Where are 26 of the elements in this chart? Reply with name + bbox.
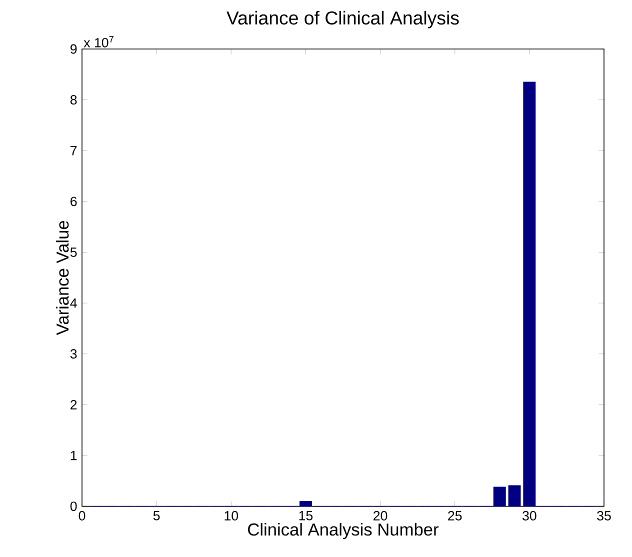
y-tick-label: 9 [70,44,77,54]
x-tick-label: 15 [299,511,313,520]
bar [523,82,536,507]
bar [299,500,312,507]
y-tick-label: 4 [70,298,77,308]
x-tick-label: 5 [153,511,160,520]
y-tick-label: 3 [70,349,77,359]
bar [508,485,521,507]
text: x 10$^{7}$ [84,36,114,48]
x-tick-label: 0 [78,511,86,520]
x-tick-label: 30 [522,511,536,520]
x-tick-label: 10 [224,511,238,520]
y-tick-label: 0 [70,502,77,512]
y-tick-label: 8 [70,95,77,105]
x-axis-title: Clinical Analysis Number [248,522,438,540]
x-tick-label: 25 [448,511,462,520]
y-tick-label: 1 [70,450,77,460]
y-tick-label: 5 [70,248,77,257]
y-tick-label: 2 [70,400,77,410]
x-tick-label: 20 [374,511,388,520]
chart-title: Variance of Clinical Analysis [226,10,459,28]
x-tick-label: 35 [597,511,611,520]
y-tick-label: 6 [70,196,77,206]
y-tick-label: 7 [70,146,77,156]
bar [493,486,506,507]
y-axis-title: Variance Value [56,220,69,336]
